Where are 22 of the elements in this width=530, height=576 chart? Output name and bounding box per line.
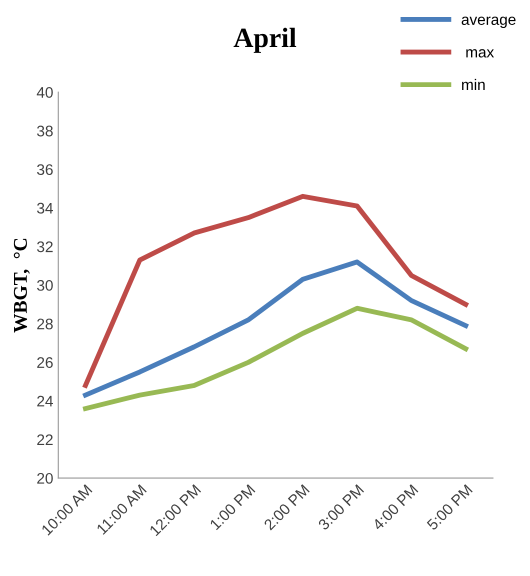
legend-label: average	[462, 16, 516, 28]
y-tick-label: 38	[37, 126, 53, 136]
y-tick-label: 34	[37, 202, 53, 214]
x-tick-label: 5:00 PM	[426, 484, 473, 531]
line-series	[83, 260, 468, 398]
line-series	[83, 306, 468, 412]
legend-label: min	[462, 78, 485, 90]
y-tick-label: 26	[37, 357, 53, 368]
y-tick-label: 30	[37, 280, 53, 291]
y-tick-label: 20	[37, 472, 53, 484]
y-tick-label: 40	[36, 87, 53, 98]
chart-title: April	[234, 28, 296, 53]
y-tick-label: 28	[37, 318, 53, 330]
y-tick-label: 36	[37, 164, 53, 176]
y-tick-label: 24	[37, 396, 53, 406]
x-tick-label: 4:00 PM	[372, 484, 418, 531]
y-axis-title: WBGT, °C	[14, 238, 30, 333]
line-series	[83, 194, 468, 388]
y-tick-label: 32	[37, 241, 53, 252]
y-tick-label: 22	[37, 434, 53, 446]
legend-label: max	[466, 49, 494, 58]
x-tick-label: 3:00 PM	[318, 484, 364, 531]
